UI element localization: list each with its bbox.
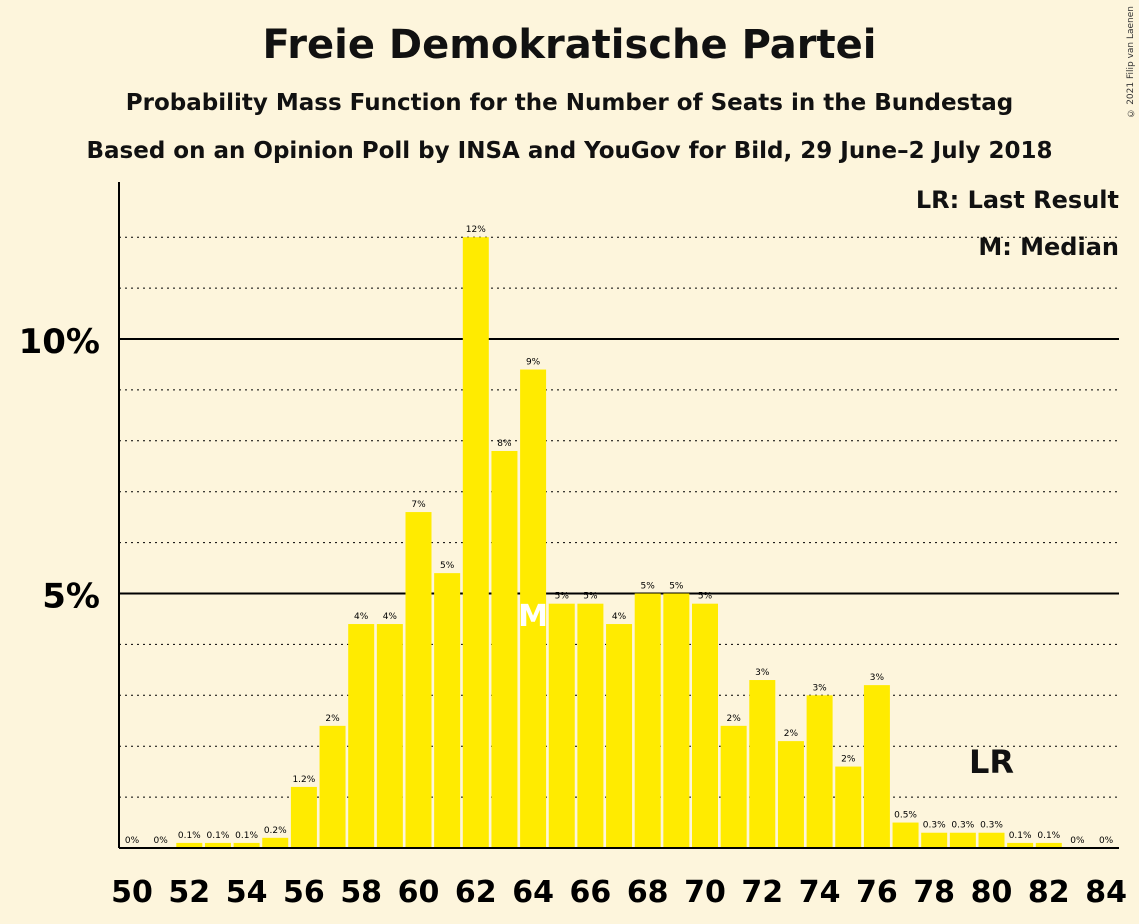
data-label: 5% [641, 582, 656, 592]
x-tick-label: 66 [570, 875, 612, 910]
data-label: 5% [698, 592, 713, 602]
data-label: 12% [466, 225, 486, 235]
data-label: 4% [354, 612, 369, 622]
x-tick-label: 58 [340, 875, 382, 910]
y-tick-label: 10% [19, 322, 100, 362]
data-label: 7% [411, 500, 426, 510]
data-label: 0% [1099, 836, 1114, 846]
data-label: 0.3% [951, 821, 974, 831]
bar [777, 741, 804, 848]
x-tick-label: 54 [226, 875, 268, 910]
bar [806, 695, 833, 848]
chart-subtitle-2: Based on an Opinion Poll by INSA and You… [86, 138, 1053, 164]
x-tick-label: 82 [1028, 875, 1070, 910]
bar [921, 832, 948, 848]
bar [863, 685, 890, 848]
bar [262, 837, 289, 848]
legend-last-result: LR: Last Result [915, 186, 1119, 214]
bar [434, 573, 461, 848]
data-label: 1.2% [292, 775, 315, 785]
chart-title: Freie Demokratische Partei [262, 22, 877, 68]
chart-subtitle: Probability Mass Function for the Number… [125, 90, 1014, 116]
data-label: 5% [669, 582, 684, 592]
data-label: 3% [755, 668, 770, 678]
bar [520, 369, 547, 848]
data-label: 0.1% [1009, 831, 1032, 841]
bar [577, 603, 604, 848]
bar [233, 842, 260, 848]
x-tick-label: 62 [455, 875, 497, 910]
data-label: 5% [583, 592, 598, 602]
bar [892, 822, 919, 848]
data-label: 0% [125, 836, 140, 846]
data-label: 2% [325, 714, 340, 724]
data-label: 0.1% [235, 831, 258, 841]
data-label: 0.3% [980, 821, 1003, 831]
x-tick-label: 52 [168, 875, 210, 910]
data-label: 3% [870, 673, 885, 683]
y-tick-label: 5% [42, 577, 100, 617]
bar [491, 450, 518, 848]
bar [176, 842, 203, 848]
data-label: 0% [154, 836, 169, 846]
bar [949, 832, 976, 848]
data-label: 0.3% [923, 821, 946, 831]
data-label: 0.5% [894, 811, 917, 821]
data-label: 0% [1070, 836, 1085, 846]
x-tick-label: 84 [1085, 875, 1127, 910]
bar [1035, 842, 1062, 848]
bar [634, 593, 661, 848]
data-label: 4% [612, 612, 627, 622]
x-tick-label: 50 [111, 875, 153, 910]
bar [462, 237, 489, 848]
x-tick-label: 60 [398, 875, 440, 910]
last-result-marker: LR [969, 743, 1014, 781]
x-tick-label: 56 [283, 875, 325, 910]
x-tick-label: 68 [627, 875, 669, 910]
bar [548, 603, 575, 848]
x-tick-label: 64 [512, 875, 554, 910]
bar [978, 832, 1005, 848]
bar [405, 512, 432, 848]
bar [204, 842, 231, 848]
x-tick-label: 70 [684, 875, 726, 910]
median-marker: M [518, 599, 548, 634]
data-label: 5% [440, 561, 455, 571]
x-tick-label: 80 [971, 875, 1013, 910]
data-label: 8% [497, 439, 512, 449]
bar [749, 680, 776, 848]
data-label: 0.2% [264, 826, 287, 836]
data-label: 2% [784, 729, 799, 739]
bar [663, 593, 690, 848]
data-label: 5% [555, 592, 570, 602]
data-label: 0.1% [207, 831, 230, 841]
bar [319, 725, 346, 848]
bar [606, 624, 633, 848]
bar [348, 624, 375, 848]
data-label: 2% [727, 714, 742, 724]
data-label: 0.1% [178, 831, 201, 841]
x-tick-label: 76 [856, 875, 898, 910]
data-label: 0.1% [1037, 831, 1060, 841]
bar [376, 624, 403, 848]
bar [290, 786, 317, 848]
bar [692, 603, 718, 848]
data-label: 9% [526, 358, 541, 368]
data-label: 4% [383, 612, 398, 622]
bar [1007, 842, 1034, 848]
bar [835, 766, 862, 848]
x-tick-label: 78 [913, 875, 955, 910]
x-tick-label: 74 [799, 875, 841, 910]
data-label: 2% [841, 755, 856, 765]
x-tick-label: 72 [741, 875, 783, 910]
bar [720, 725, 747, 848]
data-label: 3% [812, 683, 827, 693]
